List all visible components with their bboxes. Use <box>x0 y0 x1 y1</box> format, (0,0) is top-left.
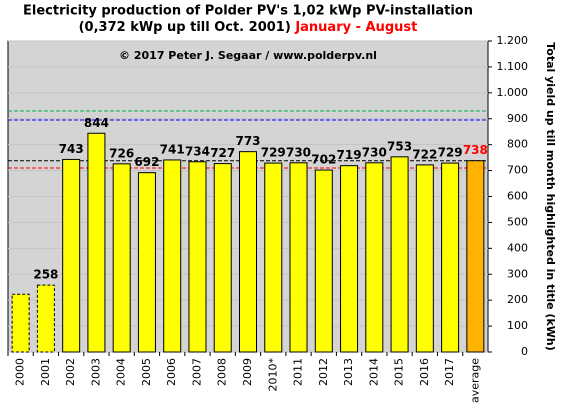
bar <box>340 165 359 353</box>
x-tick-label: 2001 <box>39 358 52 386</box>
bar <box>87 132 106 353</box>
y-tick-label: 800 <box>507 138 528 151</box>
bar <box>314 169 333 353</box>
bar <box>62 158 81 353</box>
bar <box>466 160 485 353</box>
bar <box>390 156 409 353</box>
bar <box>11 293 30 353</box>
bar <box>137 172 156 353</box>
x-tick-label: 2013 <box>342 358 355 386</box>
value-label: 258 <box>33 268 58 282</box>
value-label: 722 <box>412 147 437 161</box>
x-tick-label: 2002 <box>64 358 77 386</box>
bar <box>112 163 131 353</box>
x-tick-label: 2009 <box>241 358 254 386</box>
value-label: 753 <box>387 139 412 153</box>
bar <box>36 284 55 353</box>
value-label: 727 <box>210 146 235 160</box>
bar <box>239 151 257 353</box>
x-tick-label: 2008 <box>216 358 229 386</box>
x-tick-label: 2006 <box>165 358 178 386</box>
x-tick-label: 2003 <box>89 358 102 386</box>
y-tick-label: 400 <box>507 241 528 254</box>
y-axis-label: Total yield up till month highlighted in… <box>544 42 557 351</box>
x-tick-label: 2014 <box>367 358 380 386</box>
x-tick-label: 2015 <box>393 358 406 386</box>
y-tick-label: 700 <box>507 164 528 177</box>
value-label: 734 <box>185 144 210 158</box>
value-label: 729 <box>438 146 463 160</box>
chart-title: Electricity production of Polder PV's 1,… <box>23 4 473 19</box>
bar <box>415 164 434 353</box>
value-label: 738 <box>463 143 488 157</box>
x-tick-label: 2005 <box>140 358 153 386</box>
value-label: 719 <box>337 148 362 162</box>
x-tick-label: 2004 <box>115 358 128 386</box>
x-tick-label: average <box>468 358 481 403</box>
y-tick-label: 1.100 <box>497 60 529 73</box>
y-tick-label: 0 <box>521 345 528 358</box>
annotation: © 2017 Peter J. Segaar / www.polderpv.nl <box>119 49 377 62</box>
bar <box>163 159 182 353</box>
y-tick-label: 600 <box>507 190 528 203</box>
bar <box>289 162 308 353</box>
value-label: 730 <box>362 145 387 159</box>
y-tick-label: 300 <box>507 267 528 280</box>
bar <box>441 162 460 353</box>
y-tick-label: 500 <box>507 215 528 228</box>
subtitle-text: (0,372 kWp up till Oct. 2001) <box>79 20 291 35</box>
bar <box>365 162 384 353</box>
y-tick-label: 100 <box>507 319 528 332</box>
y-tick-label: 200 <box>507 293 528 306</box>
value-label: 773 <box>235 134 260 148</box>
value-label: 729 <box>261 146 286 160</box>
x-tick-label: 2012 <box>317 358 330 386</box>
y-tick-label: 1.200 <box>497 34 529 47</box>
x-tick-label: 2007 <box>190 358 203 386</box>
x-tick-label: 2010* <box>266 358 279 392</box>
y-tick-label: 900 <box>507 112 528 125</box>
value-label: 844 <box>84 116 109 130</box>
value-label: 743 <box>59 142 84 156</box>
bar <box>213 163 232 353</box>
bar <box>188 161 207 353</box>
value-label: 730 <box>286 145 311 159</box>
value-label: 692 <box>134 155 159 169</box>
chart-subtitle: (0,372 kWp up till Oct. 2001) January - … <box>79 20 418 35</box>
x-tick-label: 2011 <box>292 358 305 386</box>
value-label: 741 <box>160 142 185 156</box>
x-tick-label: 2016 <box>418 358 431 386</box>
x-tick-label: 2000 <box>14 358 27 386</box>
value-label: 726 <box>109 146 134 160</box>
bar <box>264 162 283 353</box>
y-tick-label: 1.000 <box>497 86 529 99</box>
subtitle-highlight: January - August <box>294 20 417 35</box>
value-label: 702 <box>311 153 336 167</box>
x-tick-label: 2017 <box>443 358 456 386</box>
